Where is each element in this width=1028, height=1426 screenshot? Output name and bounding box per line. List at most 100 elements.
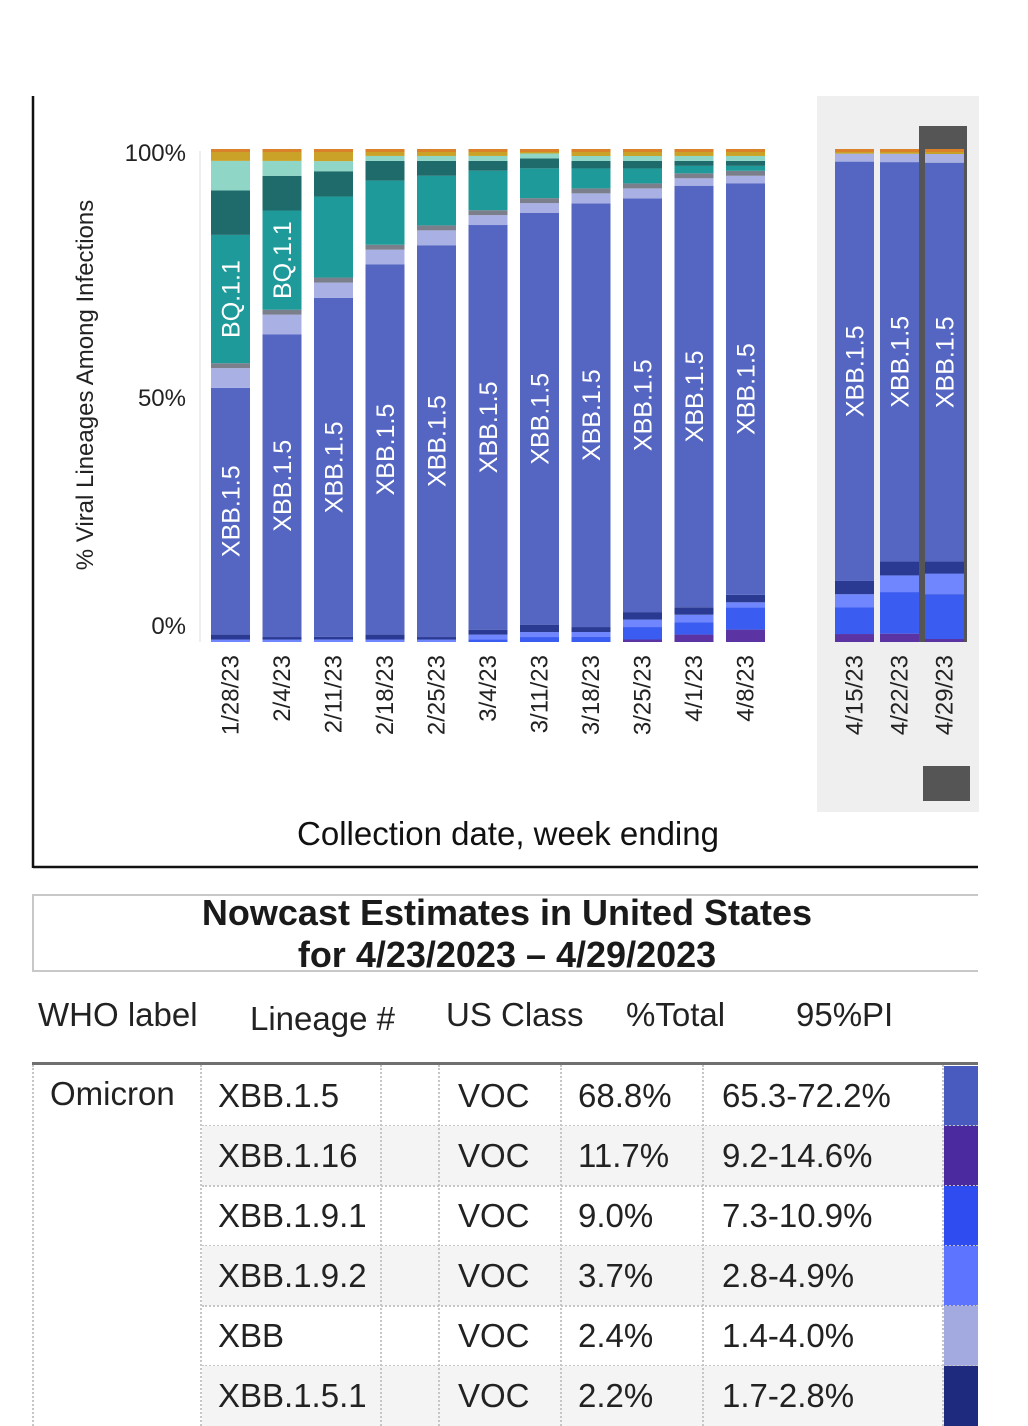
column-divider <box>380 1065 382 1426</box>
bar-segment-xbb-1-5-1-5 <box>468 629 508 635</box>
bar-segment-xbb-1-9-1-10 <box>726 607 765 630</box>
bar-segment-xbb-1-9-2-13 <box>925 573 964 595</box>
bar-segment-other-d-8 <box>623 151 662 156</box>
total-cell: 9.0% <box>578 1197 654 1234</box>
bar-segment-xbb-1-9-2-8 <box>623 619 662 628</box>
bar-segment-other-b-5 <box>468 160 508 171</box>
table-row: XBB.1.5.1 VOC 2.2% 1.7-2.8% <box>32 1366 978 1426</box>
table-row: XBB.1.5 VOC 68.8% 65.3-72.2% <box>32 1066 978 1127</box>
bar-segment-xbb-1-9-2-9 <box>674 614 714 623</box>
bar-segment-xbb-1-9-1-9 <box>674 622 714 635</box>
x-tick-label-2: 2/11/23 <box>321 655 348 733</box>
bar-segment-other-a-8 <box>623 183 662 189</box>
bar-segment-xbb-2 <box>314 282 353 298</box>
bar-top-cap-8 <box>623 149 662 152</box>
total-cell: 3.7% <box>578 1257 654 1294</box>
lineage-cell: XBB.1.5.1 <box>218 1377 367 1414</box>
bar-segment-other-c-6 <box>520 153 559 159</box>
bar-segment-xbb-1-5-1-1 <box>262 637 302 640</box>
bar-top-cap-12 <box>880 149 919 152</box>
bar-segment-other-d-3 <box>365 151 405 156</box>
bar-segment-xbb-11 <box>835 153 874 162</box>
bar-top-cap-9 <box>674 149 714 152</box>
bar-segment-bq-1-1-3 <box>365 180 405 245</box>
table-top-rule <box>32 1062 978 1065</box>
bar-segment-other-d-7 <box>571 151 611 156</box>
nowcast-title-line1: Nowcast Estimates in United States <box>201 892 813 933</box>
bar-segment-other-a-2 <box>314 277 353 283</box>
bar-segment-other-a-7 <box>571 188 611 194</box>
bar-segment-xbb-1-5-12 <box>880 162 919 562</box>
bar-segment-xbb-1-9-1-8 <box>623 627 662 640</box>
bar-segment-xbb-3 <box>365 249 405 265</box>
bar-label-xbb-1-5-5: XBB.1.5 <box>475 381 503 473</box>
bar-segment-bq-1-1-7 <box>571 168 611 189</box>
bar-segment-bq-1-1-9 <box>674 165 714 174</box>
bar-segment-xbb-1-9-1-11 <box>835 607 874 635</box>
pi-cell: 9.2-14.6% <box>722 1137 873 1174</box>
bar-segment-xbb-1-9-1-6 <box>520 637 559 642</box>
bar-segment-other-a-1 <box>262 309 302 315</box>
bar-segment-other-a-5 <box>468 210 508 216</box>
bar-label-xbb-1-5-13: XBB.1.5 <box>932 316 960 408</box>
x-tick-label-7: 3/18/23 <box>578 655 605 735</box>
bar-segment-xbb-1-9-2-0 <box>211 639 250 642</box>
bar-segment-xbb-1-5-1-7 <box>571 627 611 633</box>
bar-segment-xbb-7 <box>571 193 611 204</box>
y-tick-50: 50% <box>138 385 186 412</box>
bar-segment-xbb-1-16-9 <box>674 634 714 642</box>
table-row: XBB.1.16 VOC 11.7% 9.2-14.6% <box>32 1126 978 1187</box>
bar-segment-other-c-2 <box>314 161 353 172</box>
table-row: XBB.1.9.1 VOC 9.0% 7.3-10.9% <box>32 1186 978 1247</box>
bar-segment-other-a-0 <box>211 363 250 369</box>
lineage-cell: XBB.1.16 <box>218 1137 358 1174</box>
bar-segment-xbb-1-5-6 <box>520 212 559 625</box>
bar-label-xbb-1-5-12: XBB.1.5 <box>887 316 915 408</box>
bar-segment-xbb-5 <box>468 215 508 226</box>
bar-label-xbb-1-5-9: XBB.1.5 <box>681 351 709 443</box>
bar-segment-xbb-1-5-1-3 <box>365 634 405 640</box>
bar-segment-xbb-1-9-2-2 <box>314 639 353 642</box>
us-class-cell: VOC <box>458 1197 530 1234</box>
us-class-cell: VOC <box>458 1377 530 1414</box>
pi-cell: 2.8-4.9% <box>722 1257 855 1294</box>
bar-segment-xbb-13 <box>925 153 964 163</box>
bar-segment-other-a-3 <box>365 244 405 250</box>
pi-cell: 65.3-72.2% <box>722 1077 891 1114</box>
us-class-cell: VOC <box>458 1257 530 1294</box>
lineage-cell: XBB.1.5 <box>218 1077 340 1114</box>
table-left-divider <box>32 1065 34 1426</box>
bar-top-cap-11 <box>835 149 874 152</box>
bar-segment-other-d-4 <box>417 151 456 156</box>
lineage-color-swatch <box>944 1126 978 1186</box>
nowcast-table: Omicron XBB.1.5 VOC 68.8% 65.3-72.2% XBB.1.1… <box>32 1062 978 1426</box>
x-axis-label: Collection date, week ending <box>297 815 719 852</box>
bar-segment-other-a-10 <box>726 170 765 176</box>
bar-segment-xbb-1-5-1-9 <box>674 607 714 615</box>
bar-segment-xbb-1-9-1-12 <box>880 592 919 634</box>
x-ticks-layer: 1/28/23 2/4/23 2/11/23 2/18/23 2/25/23 3/4/23… <box>218 655 959 735</box>
bar-segment-other-b-3 <box>365 160 405 181</box>
bar-segment-other-d-0 <box>211 151 250 161</box>
bar-label-xbb-1-5-6: XBB.1.5 <box>527 373 555 465</box>
lineage-color-swatch <box>944 1366 978 1426</box>
bar-segment-bq-1-1-4 <box>417 175 456 226</box>
bar-segment-other-c-7 <box>571 155 611 161</box>
bar-label-xbb-1-5-0: XBB.1.5 <box>218 465 246 557</box>
bar-segment-other-b-8 <box>623 160 662 169</box>
bar-segment-xbb-1-5-0 <box>211 387 250 635</box>
pi-cell: 7.3-10.9% <box>722 1197 873 1234</box>
lineage-color-swatch <box>944 1066 978 1126</box>
lineage-cell: XBB.1.9.1 <box>218 1197 367 1234</box>
lineage-color-swatch <box>944 1306 978 1366</box>
bar-label-bq-1-1-0: BQ.1.1 <box>218 260 246 338</box>
bar-segment-other-b-10 <box>726 160 765 166</box>
bar-segment-xbb-1-5-5 <box>468 225 508 630</box>
bar-top-cap-4 <box>417 149 456 152</box>
bar-segment-xbb-1 <box>262 314 302 335</box>
table-row: XBB.1.9.2 VOC 3.7% 2.8-4.9% <box>32 1246 978 1307</box>
bar-label-xbb-1-5-2: XBB.1.5 <box>321 421 349 513</box>
bar-segment-xbb-1-5-8 <box>623 198 662 613</box>
bar-segment-other-b-0 <box>211 190 250 235</box>
bar-segment-other-c-3 <box>365 155 405 161</box>
